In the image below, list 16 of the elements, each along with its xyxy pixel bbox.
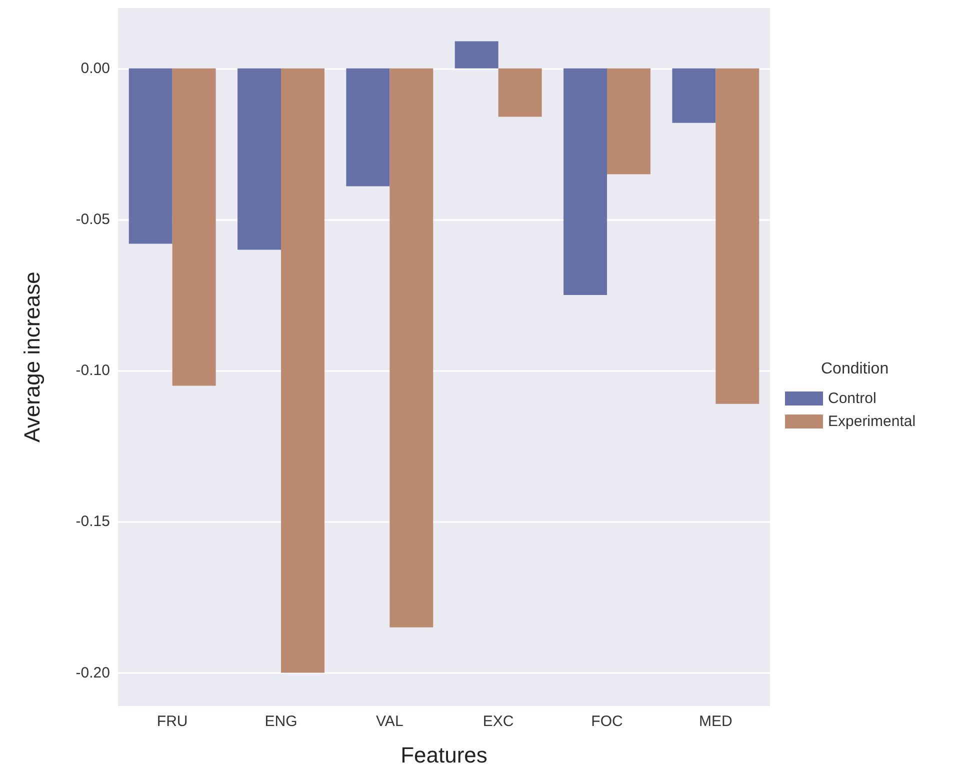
y-tick-label: -0.15 bbox=[76, 513, 110, 530]
x-tick-label: EXC bbox=[482, 713, 514, 730]
y-tick-label: -0.20 bbox=[76, 664, 110, 682]
y-tick-label: -0.10 bbox=[76, 362, 110, 380]
x-tick-label: FRU bbox=[156, 713, 188, 730]
legend-title: Condition bbox=[821, 360, 889, 378]
x-tick-label: FOC bbox=[591, 713, 623, 730]
x-tick-label: MED bbox=[698, 713, 732, 730]
legend-label: Control bbox=[828, 390, 876, 407]
x-tick-label: ENG bbox=[264, 713, 298, 730]
y-tick-label: -0.05 bbox=[76, 211, 110, 228]
legend-label: Experimental bbox=[828, 413, 916, 430]
y-tick-label: 0.00 bbox=[80, 60, 110, 77]
y-axis-title: Average increase bbox=[20, 272, 44, 442]
x-axis-title: Features bbox=[400, 742, 488, 768]
x-tick-label: VAL bbox=[376, 713, 404, 730]
